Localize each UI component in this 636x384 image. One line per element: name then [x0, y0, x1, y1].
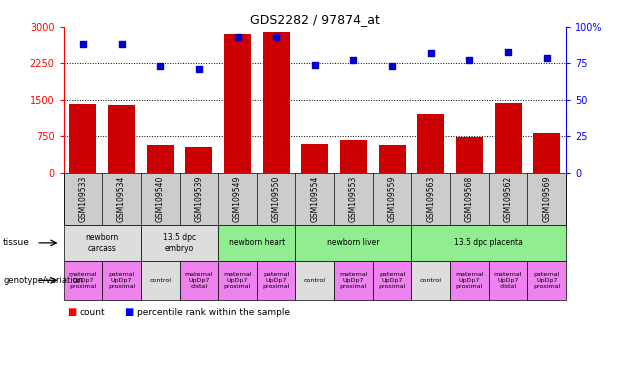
Bar: [340, 140, 367, 173]
Point: [310, 62, 320, 68]
Text: 13.5 dpc placenta: 13.5 dpc placenta: [454, 238, 523, 247]
Bar: [417, 114, 445, 173]
Bar: [147, 145, 174, 173]
Text: tissue: tissue: [3, 238, 30, 247]
Text: GSM109569: GSM109569: [543, 175, 551, 222]
Text: maternal
UpDp7
proximal: maternal UpDp7 proximal: [223, 272, 252, 289]
Point: [387, 63, 398, 70]
Text: newborn
carcass: newborn carcass: [86, 233, 119, 253]
Text: maternal
UpDp7
proximal: maternal UpDp7 proximal: [339, 272, 368, 289]
Text: GSM109553: GSM109553: [349, 175, 358, 222]
Text: genotype/variation: genotype/variation: [3, 276, 83, 285]
Text: maternal
UpDp7
distal: maternal UpDp7 distal: [184, 272, 213, 289]
Point: [542, 55, 552, 61]
Point: [271, 34, 281, 40]
Point: [116, 41, 127, 48]
Text: control: control: [149, 278, 171, 283]
Text: GSM109534: GSM109534: [117, 175, 126, 222]
Point: [194, 66, 204, 72]
Text: maternal
UpDp7
proximal: maternal UpDp7 proximal: [455, 272, 483, 289]
Point: [232, 34, 242, 40]
Text: ■: ■: [124, 307, 134, 317]
Bar: [378, 145, 406, 173]
Text: GSM109539: GSM109539: [195, 175, 204, 222]
Text: paternal
UpDp7
proximal: paternal UpDp7 proximal: [263, 272, 290, 289]
Text: maternal
UpDp7
proximal: maternal UpDp7 proximal: [69, 272, 97, 289]
Text: GSM109559: GSM109559: [387, 175, 397, 222]
Bar: [224, 34, 251, 173]
Point: [349, 57, 359, 63]
Bar: [456, 137, 483, 173]
Bar: [301, 144, 328, 173]
Text: GSM109563: GSM109563: [426, 175, 435, 222]
Point: [155, 63, 165, 70]
Text: percentile rank within the sample: percentile rank within the sample: [137, 308, 290, 317]
Point: [464, 57, 474, 63]
Text: ■: ■: [67, 307, 76, 317]
Text: 13.5 dpc
embryo: 13.5 dpc embryo: [163, 233, 196, 253]
Text: GSM109549: GSM109549: [233, 175, 242, 222]
Bar: [108, 105, 135, 173]
Text: GSM109562: GSM109562: [504, 175, 513, 222]
Text: maternal
UpDp7
distal: maternal UpDp7 distal: [494, 272, 522, 289]
Point: [503, 49, 513, 55]
Text: GSM109550: GSM109550: [272, 175, 280, 222]
Text: GSM109568: GSM109568: [465, 175, 474, 222]
Text: newborn liver: newborn liver: [327, 238, 380, 247]
Bar: [185, 147, 212, 173]
Text: paternal
UpDp7
proximal: paternal UpDp7 proximal: [108, 272, 135, 289]
Bar: [495, 103, 522, 173]
Text: paternal
UpDp7
proximal: paternal UpDp7 proximal: [378, 272, 406, 289]
Point: [78, 41, 88, 48]
Bar: [533, 133, 560, 173]
Bar: [263, 32, 290, 173]
Text: control: control: [420, 278, 442, 283]
Text: GSM109533: GSM109533: [78, 175, 87, 222]
Text: GSM109554: GSM109554: [310, 175, 319, 222]
Text: newborn heart: newborn heart: [229, 238, 285, 247]
Text: control: control: [304, 278, 326, 283]
Title: GDS2282 / 97874_at: GDS2282 / 97874_at: [250, 13, 380, 26]
Text: paternal
UpDp7
proximal: paternal UpDp7 proximal: [533, 272, 560, 289]
Text: GSM109540: GSM109540: [156, 175, 165, 222]
Bar: [69, 104, 97, 173]
Point: [425, 50, 436, 56]
Text: count: count: [80, 308, 105, 317]
